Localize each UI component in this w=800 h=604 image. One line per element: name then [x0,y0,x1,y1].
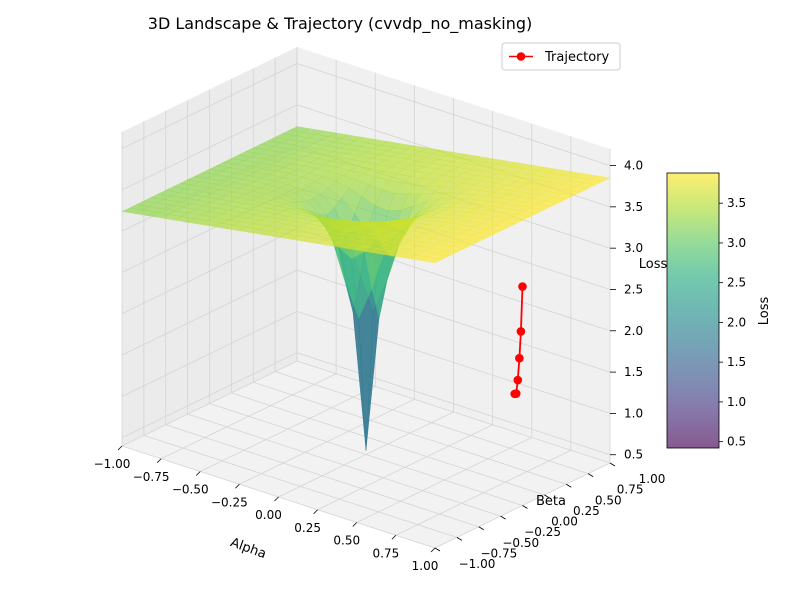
grid-line [296,311,611,414]
trajectory-series [510,282,527,399]
x-tick-mark [352,522,358,527]
x-tick-label: 0.25 [294,521,321,535]
trajectory-point [518,282,527,291]
z-tick-label: 3.5 [624,200,643,214]
y-tick-mark [587,473,594,477]
y-tick-mark [566,483,572,488]
y-tick-label: 0.50 [595,493,622,507]
trajectory-point [513,375,523,385]
y-tick-mark [544,494,550,499]
grid-line [121,352,298,439]
grid-line [296,352,611,456]
colorbar-tick-label: 1.0 [727,395,746,409]
y-tick-mark [500,515,506,520]
grid-line [121,228,298,315]
grid-line [296,63,611,166]
grid-line [121,63,298,149]
z-tick-label: 0.5 [624,448,643,462]
trajectory-point [511,389,521,398]
y-tick-label: 0.00 [551,515,578,529]
legend-label: Trajectory [544,50,609,65]
y-axis-label: Beta [536,494,566,509]
x-tick-label: 0.75 [373,546,400,560]
grid-line [275,371,589,475]
z-tick-label: 2.0 [624,324,643,338]
x-tick-mark [235,483,240,489]
legend-marker [516,52,526,61]
x-tick-label: 0.50 [333,534,360,548]
y-tick-label: −0.25 [524,525,561,539]
grid-line [187,413,501,517]
colorbar-tick-label: 2.0 [727,315,746,329]
grid-line [253,381,567,485]
x-tick-label: −0.75 [133,470,170,484]
y-tick-label: 1.00 [639,472,666,486]
grid-line [231,392,545,496]
y-tick-label: 0.75 [617,483,644,497]
x-tick-mark [117,445,123,451]
loss-surface [121,126,611,451]
y-tick-mark [434,547,441,552]
colorbar-tick-label: 1.5 [727,355,746,369]
grid-line [143,434,457,538]
x-tick-mark [391,534,397,540]
colorbar-frame [666,172,720,449]
x-tick-mark [313,509,318,515]
axis-ticks: −1.00−0.75−0.50−0.250.000.250.500.751.00… [94,159,666,573]
x-tick-label: 0.00 [255,508,282,522]
y-tick-mark [609,462,616,467]
x-tick-mark [195,471,201,476]
y-tick-label: −0.75 [480,546,517,560]
trajectory-point [516,327,526,336]
grid-line [296,360,611,464]
colorbar-tick-label: 0.5 [727,435,746,449]
x-tick-label: −0.25 [211,495,248,509]
z-tick-label: 4.0 [624,159,643,173]
colorbar-tick-label: 3.5 [727,196,746,210]
z-tick-label: 3.0 [624,241,643,255]
z-tick-label: 1.5 [624,365,643,379]
trajectory-point [515,353,524,363]
y-tick-label: −1.00 [459,557,496,571]
grid-line [121,311,298,397]
x-tick-label: −1.00 [94,457,131,471]
grid-line [121,269,298,356]
x-tick-mark [156,458,162,464]
grid-line [165,424,479,528]
colorbar-label: Loss [757,297,772,326]
colorbar-tick-label: 3.0 [727,236,746,250]
y-tick-mark [478,526,484,531]
z-tick-label: 2.5 [624,282,643,296]
z-axis-label: Loss [639,257,668,272]
x-tick-mark [274,496,279,502]
y-tick-mark [522,505,528,509]
y-tick-mark [456,537,463,541]
legend: Trajectory [501,42,621,71]
colorbar-ticks: 1.0 1.5 2.0 2.5 3.0 3.5 0.5 [719,196,746,449]
y-tick-label: 0.25 [573,504,600,518]
y-tick-label: −0.50 [502,536,539,550]
z-tick-label: 1.0 [624,406,643,420]
x-tick-label: −0.50 [172,483,209,497]
legend-box [501,42,621,71]
colorbar-gradient [667,173,719,448]
grid-line [121,104,298,191]
surface-facet [421,257,443,264]
grid-line [209,403,523,506]
chart-title: 3D Landscape & Trajectory (cvvdp_no_mask… [148,14,532,34]
colorbar: 1.0 1.5 2.0 2.5 3.0 3.5 0.5 Loss [666,172,772,449]
colorbar-tick-label: 2.5 [727,276,746,290]
x-axis-label: Alpha [228,535,268,562]
x-tick-mark [430,547,436,553]
x-tick-label: 1.00 [412,559,439,573]
